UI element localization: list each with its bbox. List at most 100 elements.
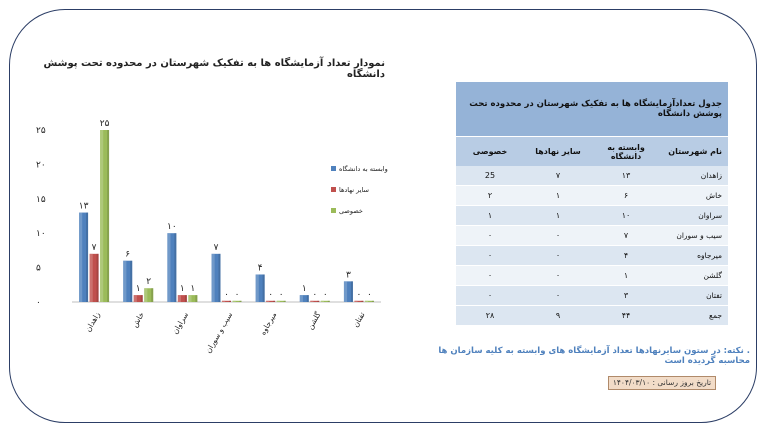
data-label: ۲ — [146, 277, 151, 287]
bar-shade — [140, 295, 143, 302]
bar — [144, 288, 154, 302]
cell-other: ۰ — [524, 245, 592, 266]
bar-shade — [317, 300, 320, 302]
cell-other: ۱ — [524, 205, 592, 226]
bar-highlight — [364, 300, 369, 302]
footnote: . نکته: در ستون سایرنهادها تعداد آزمایشگ… — [438, 346, 750, 366]
table-row: سراوان ۱۰ ۱ ۱ — [456, 205, 728, 226]
y-tick-label: ۵ — [36, 264, 41, 274]
data-label: ۲۵ — [100, 119, 110, 129]
bar-highlight — [211, 253, 215, 302]
bar-shade — [86, 212, 89, 302]
bar-highlight — [133, 295, 137, 302]
bar-shade — [151, 288, 154, 302]
y-tick-label: ۱۰ — [36, 229, 46, 239]
bar — [310, 300, 320, 302]
data-label: ۰ — [323, 290, 328, 300]
bar — [79, 212, 89, 302]
cell-city: تفتان — [660, 285, 728, 306]
legend-label: خصوصی — [339, 207, 363, 215]
data-label: ۱ — [190, 284, 195, 294]
table-row: خاش ۶ ۱ ۲ — [456, 185, 728, 206]
table-row: گلشن ۱ ۰ ۰ — [456, 265, 728, 286]
bar — [167, 233, 177, 302]
x-tick-label: تفتان — [351, 311, 367, 329]
bar — [89, 253, 99, 302]
header-city: نام شهرستان — [660, 136, 728, 166]
data-label: ۱ — [302, 284, 307, 294]
bar — [364, 300, 374, 302]
bar-shade — [96, 253, 99, 302]
bar-shade — [283, 300, 286, 302]
bar — [133, 295, 143, 302]
bar-highlight — [167, 233, 171, 302]
bar-highlight — [310, 300, 314, 302]
bar-shade — [239, 300, 242, 302]
bar — [100, 130, 110, 302]
total-label: جمع — [660, 305, 728, 326]
table-row: زاهدان ۱۳ ۷ 25 — [456, 166, 728, 186]
legend-label: وابسته به دانشگاه — [339, 165, 388, 173]
bar — [188, 295, 198, 302]
bar-highlight — [320, 300, 324, 302]
data-label: ۱ — [136, 284, 141, 294]
bar-highlight — [188, 295, 192, 302]
y-tick-label: ۲۵ — [36, 126, 46, 136]
legend-swatch — [331, 208, 336, 213]
bar-highlight — [276, 300, 280, 302]
cell-university: ۱۳ — [592, 166, 660, 186]
data-label: ۰ — [357, 290, 362, 300]
cell-private: ۰ — [456, 285, 524, 306]
cell-other: ۷ — [524, 166, 592, 186]
bar — [222, 300, 231, 302]
bar-highlight — [89, 253, 93, 302]
bar-highlight — [144, 288, 148, 302]
y-tick-label: ۲۰ — [36, 160, 46, 170]
x-tick-label: میرجاوه — [258, 311, 278, 337]
data-label: ۷ — [214, 243, 219, 253]
bar-shade — [218, 253, 221, 302]
data-label: ۰ — [279, 290, 284, 300]
cell-other: ۱ — [524, 185, 592, 206]
data-label: ۳ — [346, 270, 351, 280]
bar-shade — [130, 260, 133, 302]
bar-highlight — [343, 281, 348, 302]
cell-university: ۷ — [592, 225, 660, 246]
cell-city: خاش — [660, 185, 728, 206]
data-label: ۱ — [180, 284, 185, 294]
x-tick-label: سیب و سوران — [204, 311, 235, 355]
update-date: تاریخ بروز رسانی : ۱۴۰۴/۰۳/۱۰ — [608, 376, 716, 390]
bar-highlight — [79, 212, 83, 302]
data-label: ۶ — [125, 250, 130, 260]
table-row: تفتان ۳ ۰ ۰ — [456, 285, 728, 306]
cell-university: ۱ — [592, 265, 660, 286]
cell-city: سیب و سوران — [660, 225, 728, 246]
cell-university: ۴ — [592, 245, 660, 266]
bar — [211, 253, 221, 302]
bar-shade — [195, 295, 198, 302]
cell-other: ۰ — [524, 265, 592, 286]
legend-label: سایر نهادها — [339, 186, 369, 194]
cell-city: گلشن — [660, 265, 728, 286]
x-tick-label: خاش — [130, 310, 146, 329]
header-private: خصوصی — [456, 136, 524, 166]
cell-private: ۲ — [456, 185, 524, 206]
bar — [177, 295, 187, 302]
bar-shade — [327, 300, 330, 302]
bar-highlight — [266, 300, 270, 302]
bar-highlight — [177, 295, 182, 302]
bar — [343, 281, 353, 302]
cell-private: 25 — [456, 166, 524, 186]
bar-highlight — [222, 300, 226, 302]
data-label: ۱۰ — [167, 222, 177, 232]
bar-highlight — [255, 274, 259, 302]
total-university: ۴۴ — [592, 305, 660, 326]
total-private: ۲۸ — [456, 305, 524, 326]
bar — [266, 300, 276, 302]
bar-shade — [262, 274, 265, 302]
chart-title: نمودار تعداد آزمایشگاه ها به تفکیک شهرست… — [43, 58, 385, 80]
cell-city: میرجاوه — [660, 245, 728, 266]
bar-shade — [229, 300, 231, 302]
summary-table: جدول تعدادآزمایشگاه ها به تفکیک شهرستان … — [456, 82, 728, 326]
